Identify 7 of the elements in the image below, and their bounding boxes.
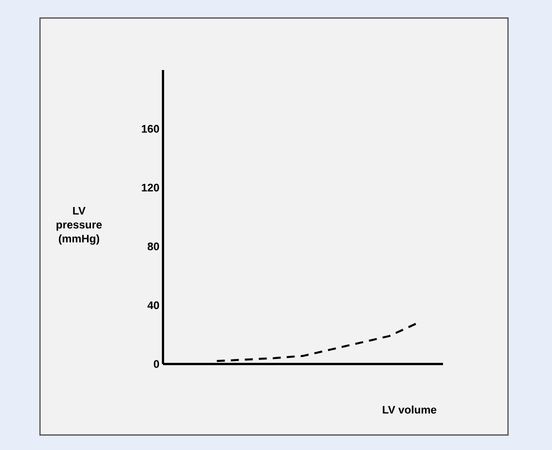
y-tick-label: 40 <box>147 301 160 310</box>
y-axis-title: LV pressure (mmHg) <box>56 206 102 245</box>
y-tick-label: 160 <box>142 124 160 133</box>
y-tick-label: 120 <box>142 184 160 192</box>
x-axis-title: LV volume <box>382 406 436 414</box>
y-tick-label: 80 <box>148 242 160 250</box>
y-tick-label: 0 <box>154 360 160 368</box>
